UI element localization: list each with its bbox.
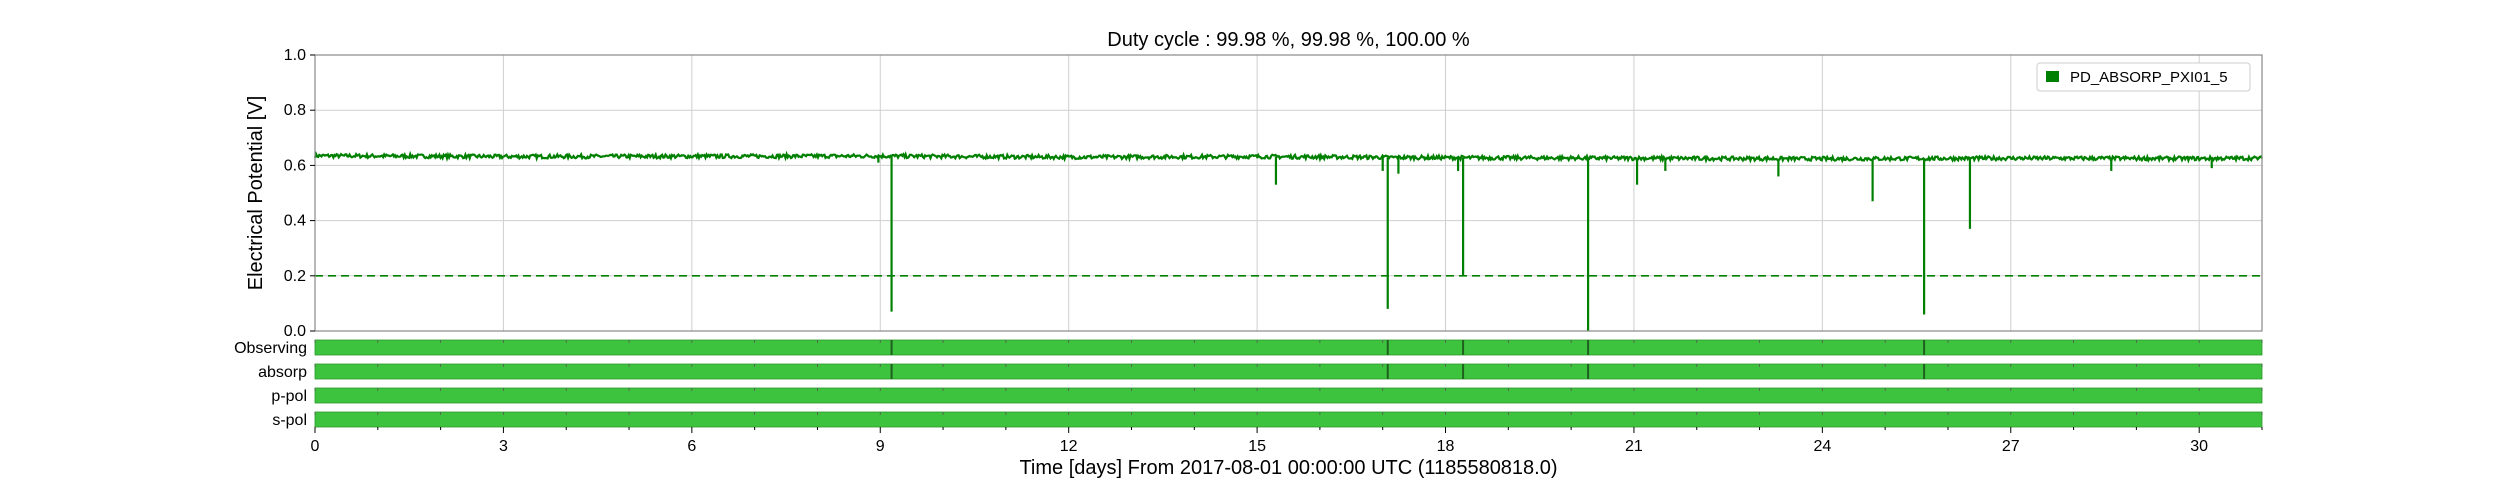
x-axis-ticks: 0 3 6 9 12 15 18 21 24 27 30 bbox=[311, 427, 2263, 455]
segment-bar-p-pol bbox=[314, 387, 2263, 404]
segment-bar-s-pol bbox=[314, 411, 2263, 428]
y-axis-label: Electrical Potential [V] bbox=[245, 96, 267, 291]
y-axis-ticks: 0.0 0.2 0.4 0.6 0.8 1.0 bbox=[284, 47, 315, 340]
x-tick-label-7: 21 bbox=[1625, 438, 1643, 455]
y-tick-label-0: 0.0 bbox=[284, 323, 306, 340]
x-tick-label-1: 3 bbox=[499, 438, 508, 455]
segment-label-absorp: absorp bbox=[258, 364, 307, 381]
legend-entry: PD_ABSORP_PXI01_5 bbox=[2070, 69, 2228, 86]
x-tick-label-5: 15 bbox=[1248, 438, 1266, 455]
y-tick-label-3: 0.6 bbox=[284, 157, 306, 174]
x-tick-label-3: 9 bbox=[876, 438, 885, 455]
segment-bar-absorp bbox=[314, 363, 2263, 380]
x-tick-label-10: 30 bbox=[2190, 438, 2208, 455]
segment-bar-Observing bbox=[314, 339, 2263, 356]
segment-label-Observing: Observing bbox=[234, 340, 307, 357]
x-tick-label-0: 0 bbox=[311, 438, 320, 455]
legend: PD_ABSORP_PXI01_5 bbox=[2036, 62, 2251, 92]
legend-box bbox=[2036, 62, 2251, 92]
plot-frame bbox=[314, 54, 2263, 332]
y-tick-label-4: 0.8 bbox=[284, 102, 306, 119]
y-tick-label-5: 1.0 bbox=[284, 47, 306, 64]
chart-title: Duty cycle : 99.98 %, 99.98 %, 100.00 % bbox=[1107, 29, 1470, 51]
x-tick-label-9: 27 bbox=[2002, 438, 2020, 455]
series-lines bbox=[313, 150, 2263, 331]
y-tick-label-2: 0.4 bbox=[284, 213, 306, 230]
series-line-0 bbox=[313, 150, 2263, 164]
x-tick-label-8: 24 bbox=[1813, 438, 1831, 455]
segment-bars: Observing absorp p-pol s-pol bbox=[234, 339, 2263, 429]
x-tick-label-2: 6 bbox=[687, 438, 696, 455]
segment-label-p-pol: p-pol bbox=[271, 388, 307, 405]
y-tick-label-1: 0.2 bbox=[284, 268, 306, 285]
legend-swatch bbox=[2046, 71, 2059, 82]
x-tick-label-4: 12 bbox=[1060, 438, 1078, 455]
x-tick-label-6: 18 bbox=[1437, 438, 1455, 455]
x-axis-label: Time [days] From 2017-08-01 00:00:00 UTC… bbox=[1019, 457, 1557, 479]
segment-label-s-pol: s-pol bbox=[272, 412, 307, 429]
